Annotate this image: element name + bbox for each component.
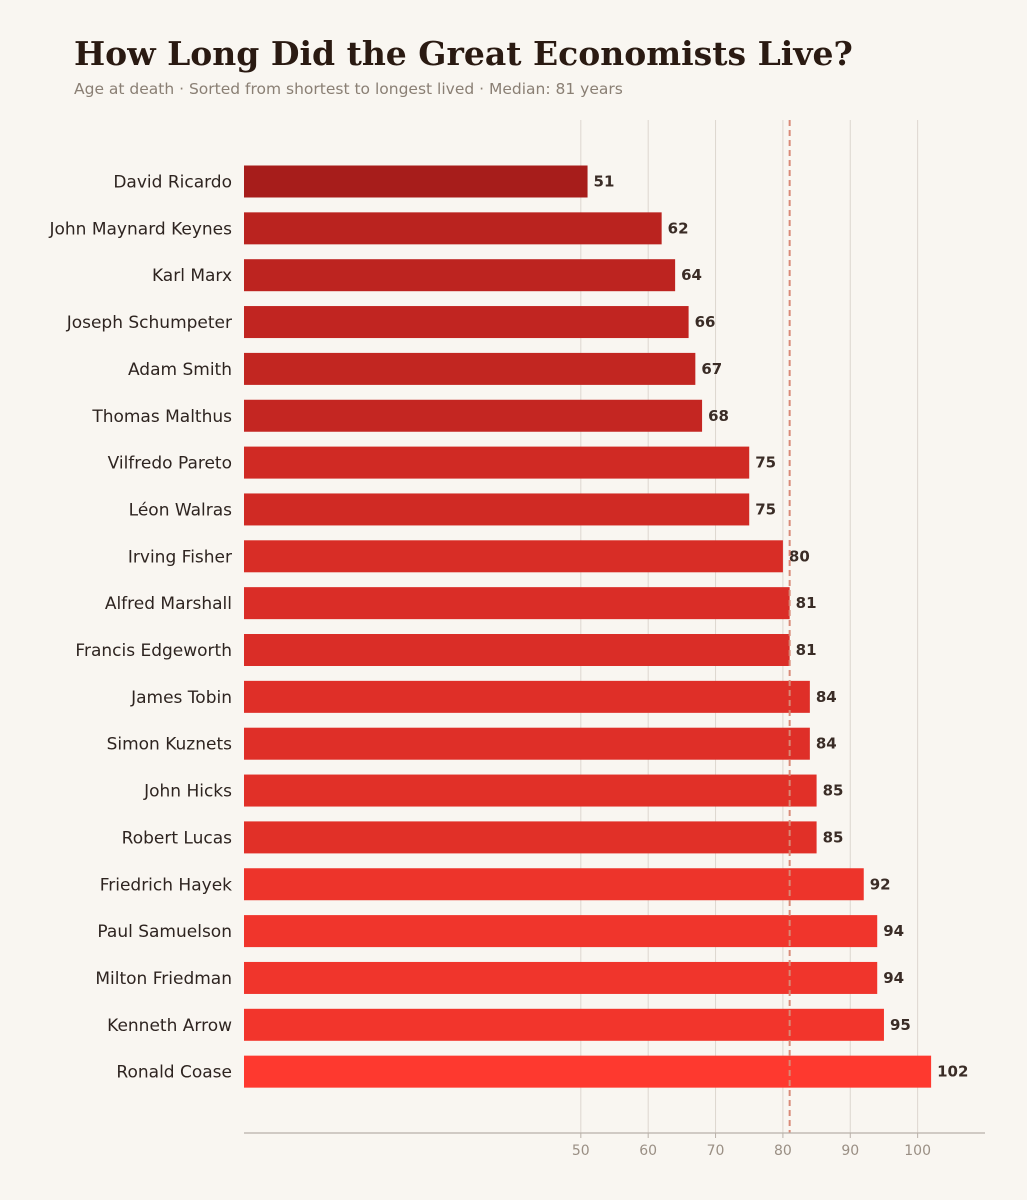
value-label: 95 [890,1016,911,1034]
bar [244,634,790,666]
value-label: 75 [755,500,776,518]
bar [244,1008,884,1041]
bar [244,352,696,385]
x-tick-label: 90 [841,1143,859,1159]
bar [244,587,790,620]
category-label: Friedrich Hayek [100,875,232,895]
category-label: Joseph Schumpeter [66,313,232,333]
value-label: 67 [701,360,722,378]
category-label: Karl Marx [152,266,232,286]
bar [244,1055,932,1088]
bar [244,540,783,573]
value-label: 66 [695,313,716,331]
x-tick-label: 100 [904,1143,931,1159]
category-label: David Ricardo [113,173,232,193]
value-label: 94 [883,969,904,987]
bar [244,961,878,994]
value-label: 80 [789,547,810,565]
category-label: Milton Friedman [95,969,232,989]
category-label: James Tobin [130,688,232,708]
category-label: Vilfredo Pareto [108,454,232,474]
value-label: 94 [883,922,904,940]
value-label: 84 [816,735,837,753]
bar [244,680,810,713]
category-label: Francis Edgeworth [75,641,232,661]
category-label: Paul Samuelson [97,922,232,942]
category-label: John Hicks [143,782,232,802]
bar [244,306,689,339]
category-label: Ronald Coase [116,1063,232,1083]
bar [244,868,864,901]
category-label: Adam Smith [128,360,232,380]
category-label: Kenneth Arrow [107,1016,232,1036]
value-label: 85 [823,782,844,800]
category-label: Simon Kuznets [107,735,233,755]
x-tick-label: 70 [707,1143,725,1159]
bar [244,493,750,526]
value-label: 81 [796,641,817,659]
bar [244,446,750,479]
value-label: 102 [937,1063,968,1081]
x-tick-label: 80 [774,1143,792,1159]
bar [244,212,662,245]
x-tick-label: 60 [639,1143,657,1159]
category-label: John Maynard Keynes [48,219,232,239]
value-label: 62 [668,219,689,237]
bar [244,915,878,948]
value-label: 64 [681,266,702,284]
bar [244,727,810,760]
chart-subtitle: Age at death · Sorted from shortest to l… [74,80,623,98]
chart-title: How Long Did the Great Economists Live? [74,34,853,73]
value-label: 75 [755,454,776,472]
value-label: 85 [823,828,844,846]
value-label: 51 [594,173,615,191]
category-label: Alfred Marshall [105,594,232,614]
bar [244,165,588,198]
category-label: Thomas Malthus [91,407,232,427]
value-label: 68 [708,407,729,425]
bar [244,399,703,432]
category-label: Léon Walras [129,500,232,520]
value-label: 92 [870,875,891,893]
category-label: Robert Lucas [122,828,232,848]
category-label: Irving Fisher [128,547,232,567]
x-tick-label: 50 [572,1143,590,1159]
value-label: 81 [796,594,817,612]
bar [244,774,817,807]
bar [244,259,676,292]
value-label: 84 [816,688,837,706]
bar [244,821,817,854]
